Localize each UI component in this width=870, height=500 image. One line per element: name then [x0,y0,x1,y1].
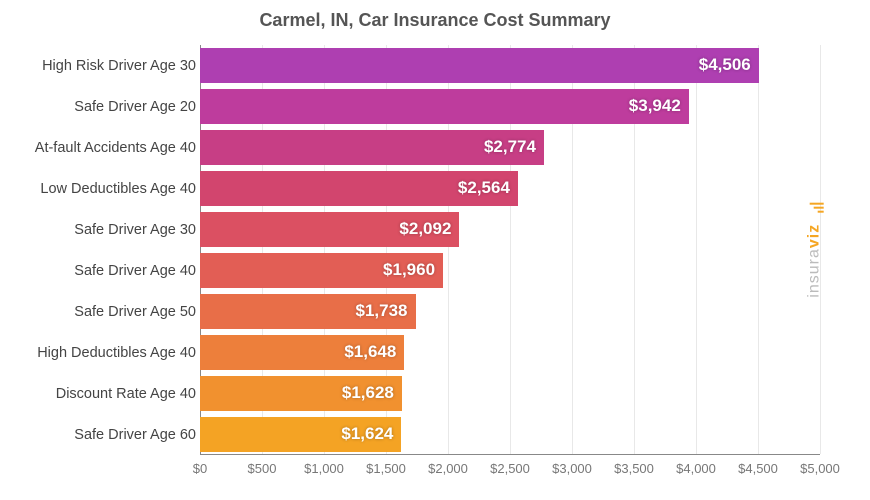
bar-row: Safe Driver Age 60$1,624 [200,414,820,455]
bar-row: Safe Driver Age 50$1,738 [200,291,820,332]
bar-value-label: $4,506 [699,48,751,83]
bar-value-label: $3,942 [629,89,681,124]
x-axis: $0$500$1,000$1,500$2,000$2,500$3,000$3,5… [200,455,820,485]
bar [200,48,759,83]
category-label: High Risk Driver Age 30 [6,45,196,86]
watermark-prefix: insura [805,248,822,298]
watermark-bars-icon [805,202,823,214]
category-label: Safe Driver Age 60 [6,414,196,455]
x-tick-label: $500 [248,461,277,476]
x-tick-label: $1,000 [304,461,344,476]
bar-value-label: $2,564 [458,171,510,206]
x-tick-label: $1,500 [366,461,406,476]
watermark-accent: viz [805,224,822,248]
category-label: Safe Driver Age 50 [6,291,196,332]
chart-container: Carmel, IN, Car Insurance Cost Summary H… [0,0,870,500]
bar-row: Safe Driver Age 20$3,942 [200,86,820,127]
category-label: At-fault Accidents Age 40 [6,127,196,168]
x-tick-label: $3,000 [552,461,592,476]
x-tick-label: $2,000 [428,461,468,476]
bar-value-label: $1,648 [344,335,396,370]
x-tick-label: $0 [193,461,207,476]
bar-value-label: $1,960 [383,253,435,288]
x-tick-label: $5,000 [800,461,840,476]
bar-row: High Deductibles Age 40$1,648 [200,332,820,373]
bar-value-label: $1,624 [341,417,393,452]
bar-row: Low Deductibles Age 40$2,564 [200,168,820,209]
plot-area: High Risk Driver Age 30$4,506Safe Driver… [200,45,820,455]
chart-title: Carmel, IN, Car Insurance Cost Summary [0,10,870,31]
bar-row: Safe Driver Age 40$1,960 [200,250,820,291]
category-label: Safe Driver Age 30 [6,209,196,250]
x-tick-label: $3,500 [614,461,654,476]
bar-row: At-fault Accidents Age 40$2,774 [200,127,820,168]
bar [200,89,689,124]
bar-row: Discount Rate Age 40$1,628 [200,373,820,414]
x-tick-label: $4,500 [738,461,778,476]
watermark-logo: insuraviz [805,202,823,297]
bar-value-label: $2,774 [484,130,536,165]
bar-row: High Risk Driver Age 30$4,506 [200,45,820,86]
category-label: High Deductibles Age 40 [6,332,196,373]
bar-row: Safe Driver Age 30$2,092 [200,209,820,250]
x-tick-label: $2,500 [490,461,530,476]
bar-value-label: $1,628 [342,376,394,411]
bar-value-label: $2,092 [399,212,451,247]
bar-value-label: $1,738 [356,294,408,329]
x-tick-label: $4,000 [676,461,716,476]
category-label: Safe Driver Age 20 [6,86,196,127]
category-label: Low Deductibles Age 40 [6,168,196,209]
category-label: Safe Driver Age 40 [6,250,196,291]
category-label: Discount Rate Age 40 [6,373,196,414]
